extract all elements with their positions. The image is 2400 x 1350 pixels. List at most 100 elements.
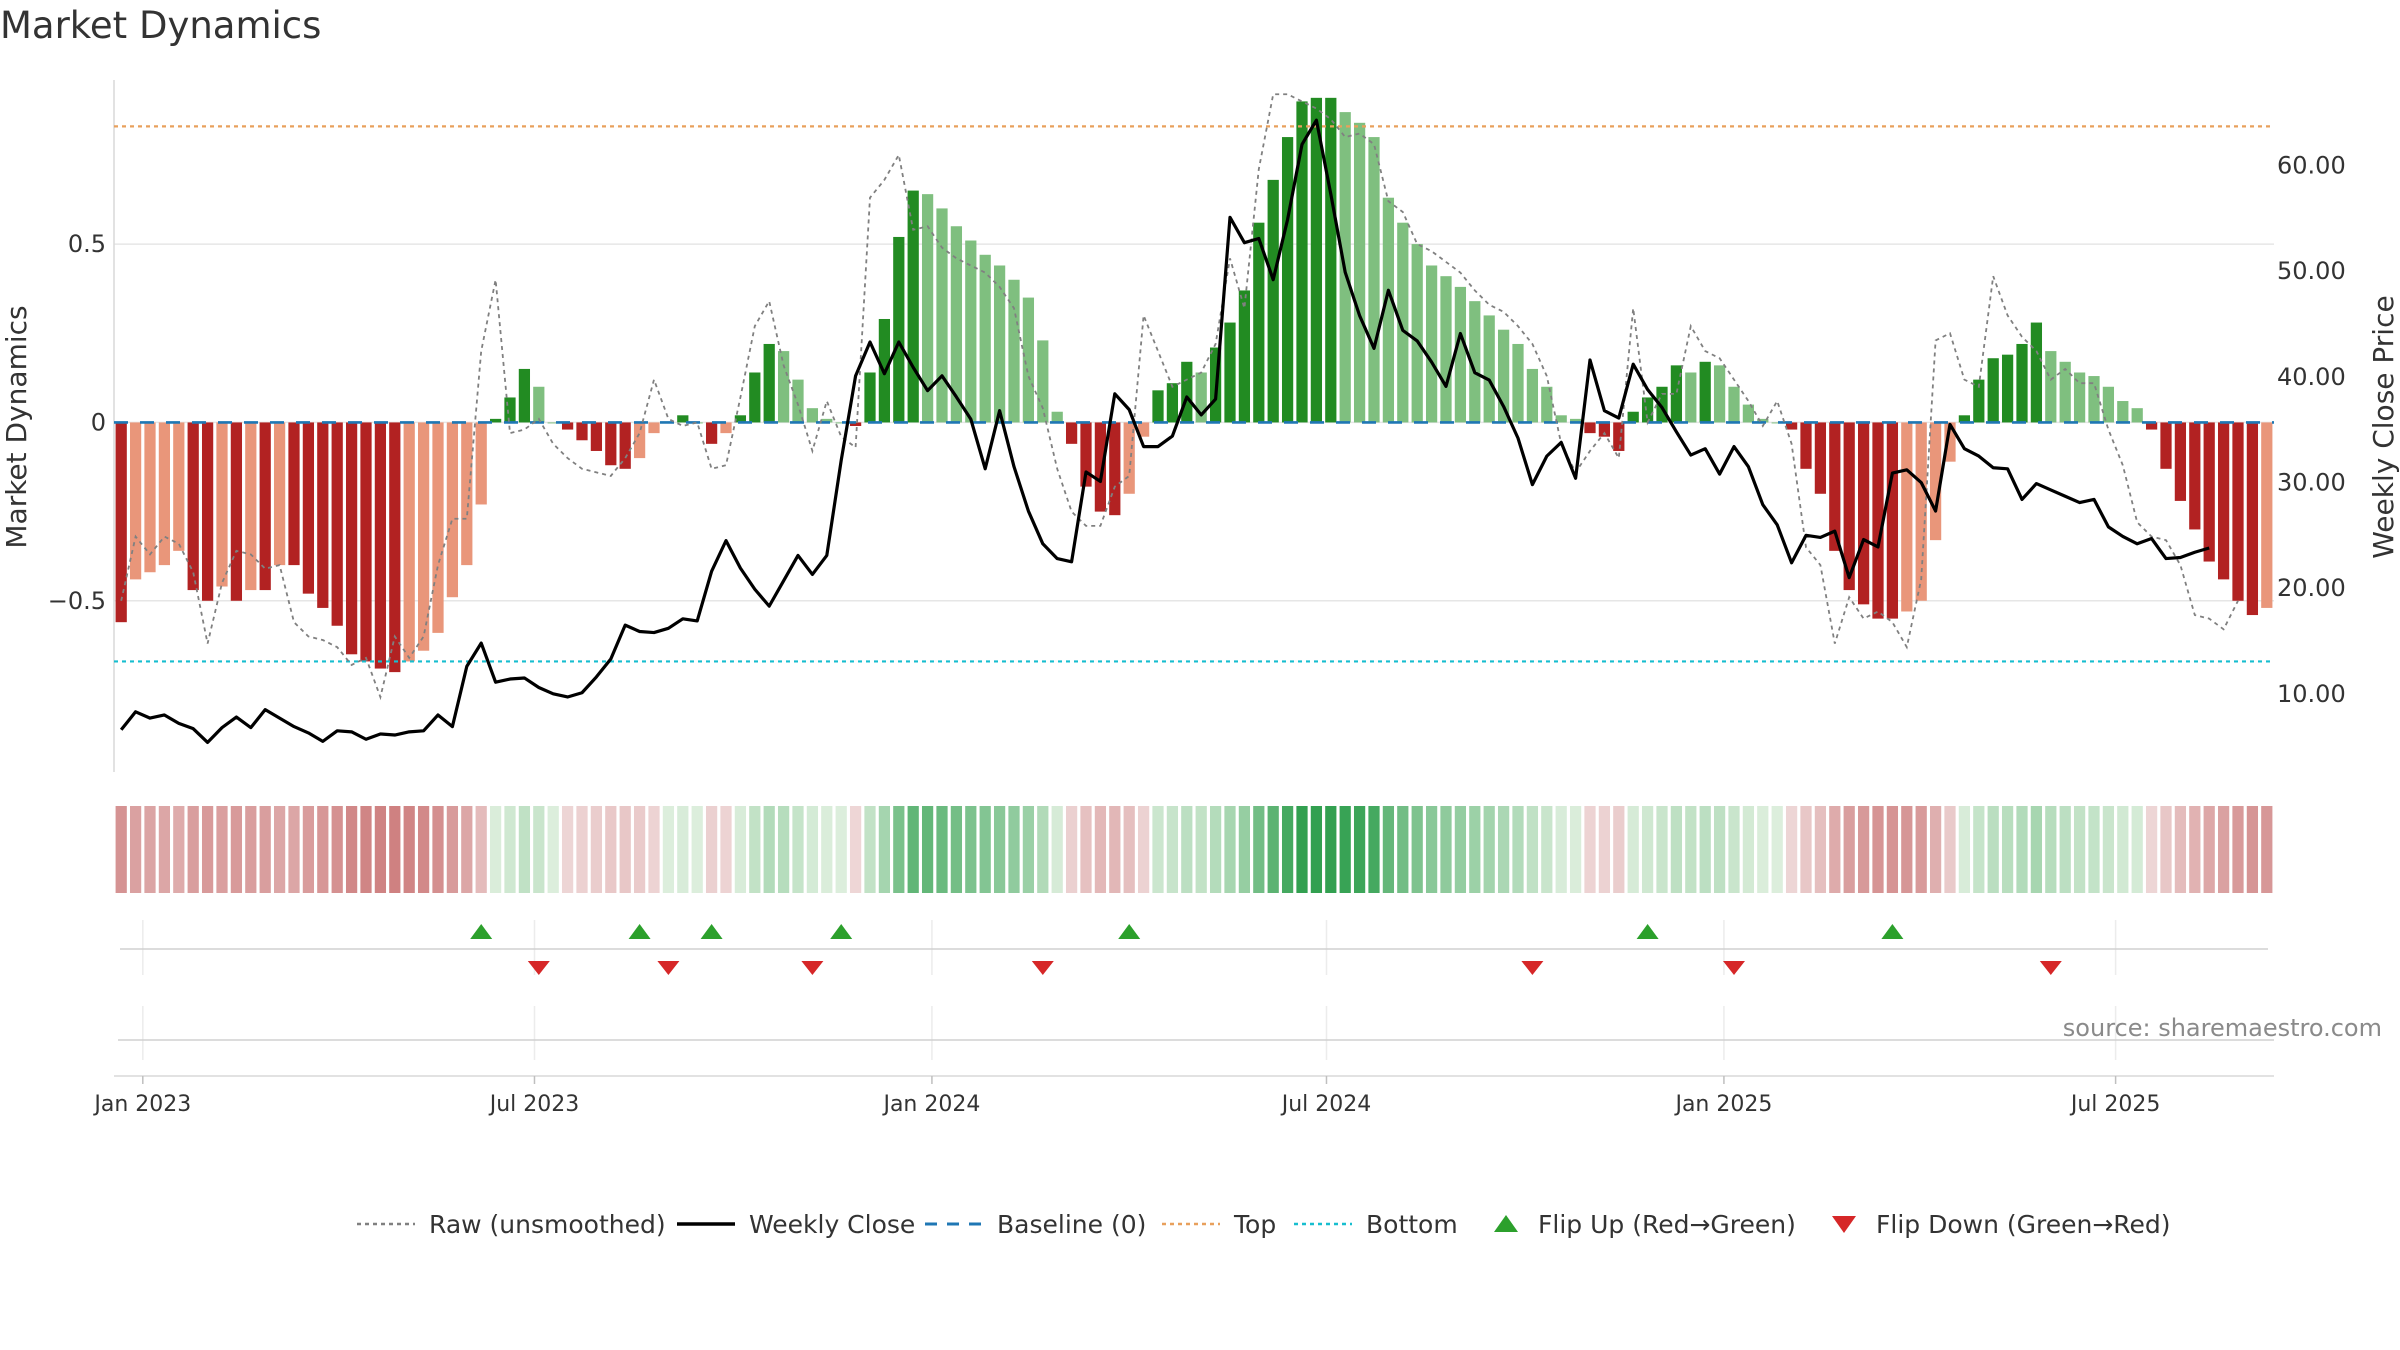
bar [1152,390,1164,423]
heatmap-cell [1109,806,1121,893]
legend-label-baseline: Baseline (0) [997,1209,1147,1239]
heatmap-cell [360,806,372,893]
heatmap-cell [835,806,847,893]
bar [1224,322,1236,423]
bar [1541,386,1553,423]
heatmap-cell [317,806,329,893]
bar [1425,265,1438,423]
bar [1843,422,1855,591]
heatmap-cell [734,806,747,893]
heatmap-cell [245,806,257,893]
bar [1109,422,1121,516]
heatmap-cell [230,806,243,893]
bar [1728,386,1740,423]
heatmap-cell [2131,806,2143,893]
heatmap-cell [1987,806,1999,893]
heatmap-cell [1857,806,1870,893]
bar [849,422,862,426]
red-down-triangle-icon [1832,1216,1856,1233]
heatmap-cell [1296,806,1308,893]
heatmap-cell [806,806,819,893]
bar [1685,372,1697,423]
heatmap-cell [2117,806,2129,893]
heatmap-cell [1181,806,1193,893]
bar [1584,422,1596,434]
solid-black-line-icon [677,1222,735,1226]
bar [893,236,905,423]
legend-label-raw: Raw (unsmoothed) [429,1209,666,1239]
bar [432,422,444,633]
x-tick-label: Jul 2024 [1280,1092,1372,1117]
bar [1094,422,1107,512]
heatmap-cell [763,806,775,893]
bar [489,418,502,423]
x-tick-label: Jan 2024 [881,1092,980,1117]
bar [2030,322,2043,423]
bar [705,422,718,444]
bar [1469,301,1481,423]
y-axis-label: Market Dynamics [0,305,33,548]
heatmap-cell [633,806,646,893]
flip-down-marker [2039,961,2062,975]
bar [2131,408,2143,423]
bar [1411,244,1423,423]
bar [2261,422,2273,608]
heatmap-cell [374,806,387,893]
heatmap-cell [1440,806,1452,893]
heatmap-cell [2217,806,2230,893]
heatmap-cell [1555,806,1567,893]
heatmap-cell [1497,806,1510,893]
bar [1137,422,1150,437]
bar [777,351,790,423]
raw-line [120,93,2239,701]
heatmap-cell [1310,806,1323,893]
heatmap-cell [1325,806,1337,893]
bar [1512,343,1524,423]
bar [1195,372,1207,423]
heatmap-cell [273,806,286,893]
bar [1037,340,1049,423]
bar [345,422,358,655]
heatmap-cell [921,806,934,893]
bar [374,422,387,669]
flip-down-marker [1723,961,1745,975]
bar [1123,422,1135,494]
legend-item-top: Top [1160,1204,1276,1244]
heatmap-cell [965,806,977,893]
heatmap-cell [950,806,963,893]
heatmap-cell [749,806,761,893]
bar [2246,422,2259,616]
bar [1973,379,1985,423]
bar [835,422,847,424]
heatmap-cell [1368,806,1380,893]
heatmap-cell [2189,806,2201,893]
heatmap-cell [1526,806,1539,893]
heatmap-cell [432,806,444,893]
bar [1281,137,1294,423]
y2-tick-label: 10.00 [2277,680,2346,708]
bar [2145,422,2158,430]
heatmap-cell [878,806,891,893]
heatmap-cell [129,806,142,893]
heatmap-cell [893,806,905,893]
heatmap-cell [1598,806,1611,893]
flip-up-marker [1636,924,1659,939]
x-tick-label: Jan 2023 [92,1092,191,1117]
bar [633,422,646,459]
heatmap-cell [1915,806,1927,893]
bar [2174,422,2187,501]
heatmap-cell [1037,806,1049,893]
heatmap-cell [1814,806,1827,893]
bar [2217,422,2230,580]
heatmap-cell [2203,806,2215,893]
heatmap-cell [1512,806,1524,893]
heatmap-cell [777,806,790,893]
heatmap-cell [1483,806,1495,893]
legend-label-flip-up: Flip Up (Red→Green) [1538,1209,1796,1239]
legend-label-close: Weekly Close [749,1209,916,1239]
bar [1598,422,1611,437]
heatmap-cell [144,806,156,893]
bar [115,422,127,623]
dotted-gray-line-icon [357,1222,415,1226]
